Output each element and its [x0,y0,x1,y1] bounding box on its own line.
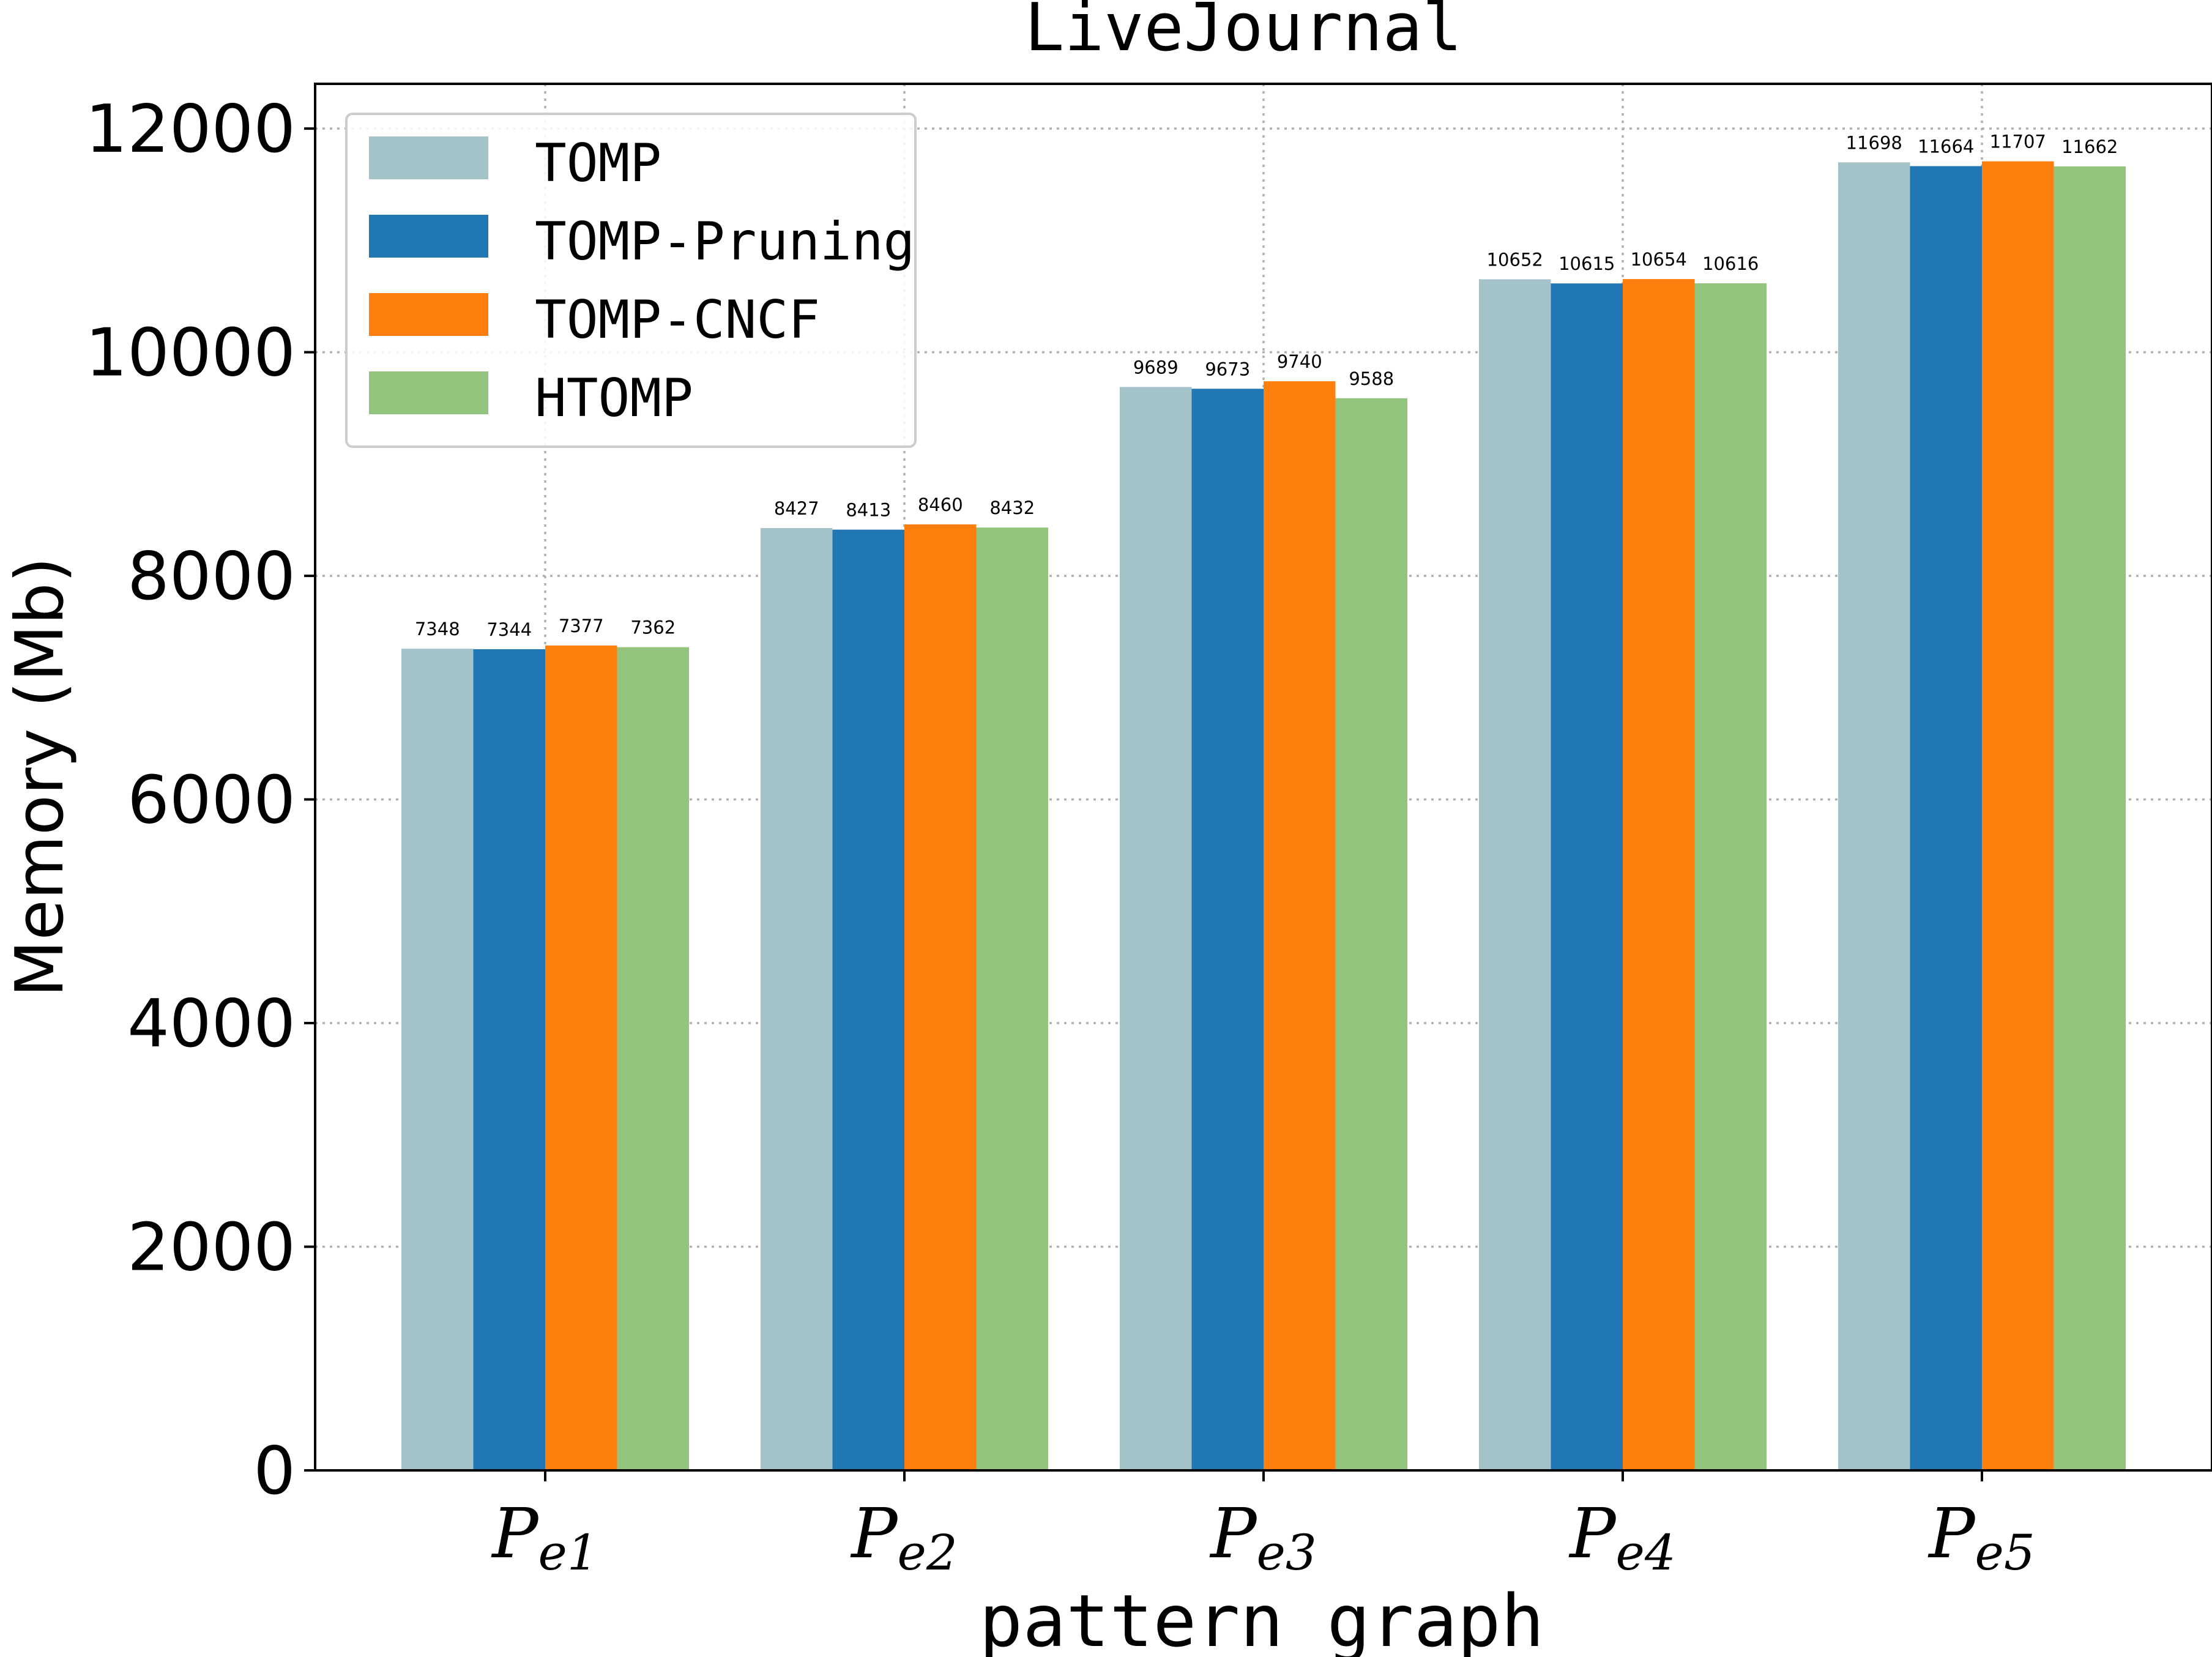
bar [1264,381,1336,1471]
bar [832,529,904,1471]
legend-label: TOMP-CNCF [535,289,820,351]
data-label: 8460 [918,494,963,515]
bar [1694,283,1767,1471]
x-tick-label: Pe5 [1927,1494,2035,1581]
bar [1479,279,1551,1471]
legend-label: TOMP-Pruning [535,211,915,272]
bar [1191,389,1264,1470]
data-label: 8432 [989,497,1035,518]
legend-swatch [369,293,488,336]
data-labels: 7348 8427 9689 10652 11698 7344 8413 9673 10615 1… [415,132,2118,640]
bar [617,647,689,1470]
bar [976,527,1048,1470]
data-label: 9673 [1205,359,1250,379]
y-axis-title: Memory (Mb) [2,557,78,997]
legend-swatch [369,215,488,258]
bar [1120,387,1192,1471]
bar [473,649,545,1470]
data-label: 11707 [1990,132,2046,152]
legend-box [345,113,917,448]
data-label: 7344 [486,619,532,640]
legend-swatch [369,371,488,414]
bar [1551,283,1623,1471]
x-tick-label: Pe1 [491,1494,598,1581]
data-label: 9740 [1277,351,1322,372]
data-label: 11664 [1918,136,1974,157]
data-label: 10652 [1487,249,1543,270]
bars [401,161,2126,1471]
y-tick-label: 2000 [127,1210,296,1286]
legend: TOMP TOMP-Pruning TOMP-CNCF HTOMP [345,113,917,448]
bar [1838,162,1910,1470]
x-axis-title: pattern graph [979,1579,1544,1657]
data-label: 10654 [1631,249,1687,270]
data-label: 11698 [1846,132,1902,153]
data-label: 7348 [415,619,460,639]
y-tick-label: 10000 [85,315,296,392]
y-tick-label: 0 [253,1433,296,1510]
legend-label: TOMP [535,133,661,194]
legend-swatch [369,136,488,179]
data-label: 8413 [846,500,891,521]
legend-label: HTOMP [535,368,693,429]
x-tick-label: Pe3 [1209,1494,1317,1581]
bar [401,649,474,1470]
bar [1623,279,1695,1471]
x-tick-label: Pe4 [1568,1494,1676,1581]
y-tick-label: 4000 [127,986,296,1062]
y-tick-label: 6000 [127,762,296,839]
y-axis: 0 2000 4000 6000 8000 10000 12000 [85,91,315,1510]
y-tick-label: 8000 [127,538,296,615]
x-tick-label: Pe2 [850,1494,958,1581]
data-label: 8427 [774,498,819,519]
bar [761,528,833,1470]
bar [1335,398,1407,1470]
bar [1910,166,1982,1471]
bar [1982,161,2054,1471]
x-axis: Pe1 Pe2 Pe3 Pe4 Pe5 [491,1470,2035,1581]
data-label: 10616 [1702,253,1759,274]
y-tick-label: 12000 [85,91,296,168]
data-label: 10615 [1558,253,1615,274]
data-label: 7377 [559,616,604,636]
data-label: 11662 [2061,136,2118,157]
data-label: 7362 [630,617,676,638]
bar [545,645,617,1470]
bar [904,524,977,1471]
bar [2054,166,2126,1471]
data-label: 9588 [1349,368,1394,389]
data-label: 9689 [1133,357,1179,378]
chart-title: LiveJournal [1024,0,1462,66]
